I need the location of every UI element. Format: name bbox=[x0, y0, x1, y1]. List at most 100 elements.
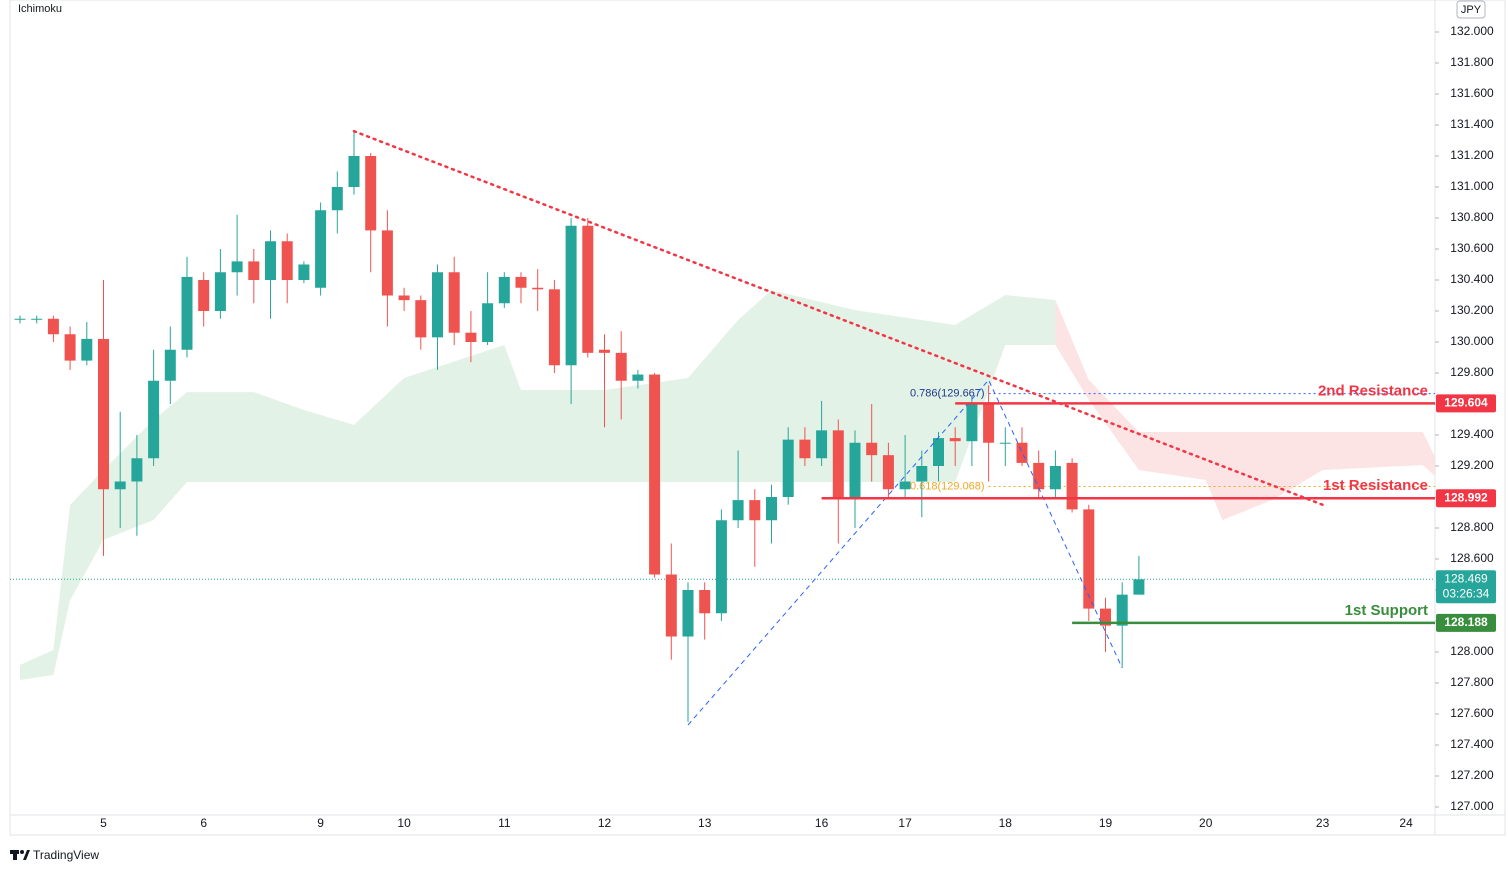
ichimoku-cloud bbox=[20, 290, 1056, 681]
ichimoku-cloud bbox=[1055, 299, 1435, 520]
candle-body bbox=[265, 241, 276, 280]
candle-body bbox=[615, 352, 627, 381]
x-tick-label: 10 bbox=[397, 816, 411, 830]
currency-box[interactable] bbox=[1456, 0, 1486, 19]
brand-logo bbox=[10, 850, 30, 860]
candle-body bbox=[47, 318, 59, 335]
candle-body bbox=[248, 261, 260, 280]
candle-body bbox=[398, 295, 410, 301]
candle-body bbox=[699, 590, 711, 614]
candle-body bbox=[31, 318, 43, 320]
candle-body bbox=[114, 481, 126, 490]
candle-body bbox=[381, 230, 393, 296]
y-tick-label: 127.000 bbox=[1450, 799, 1494, 813]
plot: 0.786(129.667) 0.618(129.068) bbox=[10, 129, 1435, 726]
candle-body bbox=[916, 466, 928, 482]
y-tick-label: 128.600 bbox=[1450, 551, 1494, 565]
y-tick-label: 131.400 bbox=[1450, 117, 1494, 131]
fib-label: 0.786(129.667) bbox=[910, 388, 985, 400]
fib-swing bbox=[687, 379, 1123, 726]
candle-body bbox=[782, 439, 794, 497]
y-tick-label: 130.600 bbox=[1450, 241, 1494, 255]
candle-body bbox=[532, 287, 544, 290]
x-tick-label: 6 bbox=[200, 816, 207, 830]
candle-body bbox=[14, 318, 26, 320]
y-tick-label: 129.800 bbox=[1450, 365, 1494, 379]
candle-body bbox=[1049, 466, 1061, 490]
price-tag-label: 128.992 bbox=[1444, 490, 1488, 504]
brand: TradingView bbox=[33, 848, 99, 862]
candle-body bbox=[64, 334, 76, 361]
trendline bbox=[352, 129, 1324, 506]
y-tick-label: 130.400 bbox=[1450, 272, 1494, 286]
y-tick-label: 128.800 bbox=[1450, 520, 1494, 534]
candle-body bbox=[448, 272, 460, 333]
y-tick-label: 127.400 bbox=[1450, 737, 1494, 751]
candle-body bbox=[164, 349, 176, 381]
candle-body bbox=[732, 500, 744, 521]
candle-body bbox=[665, 574, 677, 637]
level-label: 1st Support bbox=[1345, 602, 1428, 619]
candle-body bbox=[498, 276, 510, 304]
indicator-label: Ichimoku bbox=[18, 3, 62, 15]
price-tag-label: 128.188 bbox=[1444, 615, 1488, 629]
candle-body bbox=[1116, 594, 1128, 626]
x-tick-label: 23 bbox=[1316, 816, 1330, 830]
candle-body bbox=[181, 276, 193, 350]
countdown: 03:26:34 bbox=[1443, 586, 1490, 600]
candle-body bbox=[632, 374, 644, 381]
y-tick-label: 131.600 bbox=[1450, 86, 1494, 100]
candle-body bbox=[315, 210, 327, 288]
y-tick-label: 132.000 bbox=[1450, 24, 1494, 38]
price-tag bbox=[1436, 489, 1496, 508]
y-tick-label: 127.800 bbox=[1450, 675, 1494, 689]
x-tick-label: 19 bbox=[1099, 816, 1113, 830]
frame bbox=[9, 0, 1506, 836]
candle-body bbox=[649, 374, 661, 575]
candle-body bbox=[565, 225, 577, 366]
candle-body bbox=[799, 439, 811, 459]
candle-body bbox=[198, 280, 210, 311]
x-tick-label: 12 bbox=[598, 816, 612, 830]
candle-body bbox=[933, 438, 944, 466]
price-tag bbox=[1436, 394, 1496, 413]
candle-body bbox=[816, 430, 828, 459]
candle-body bbox=[1066, 462, 1078, 510]
candle-body bbox=[365, 156, 377, 231]
candle-body bbox=[999, 442, 1011, 444]
candle-body bbox=[331, 187, 343, 211]
x-tick-label: 18 bbox=[999, 816, 1013, 830]
candle-body bbox=[832, 430, 844, 497]
candle-body bbox=[715, 520, 727, 614]
last-price-label: 128.469 bbox=[1444, 571, 1488, 585]
candle-body bbox=[1033, 462, 1045, 490]
level-label: 1st Resistance bbox=[1323, 477, 1428, 494]
candle-body bbox=[231, 261, 243, 273]
y-tick-label: 128.000 bbox=[1450, 644, 1494, 658]
candle-body bbox=[966, 404, 978, 442]
y-tick-label: 131.200 bbox=[1450, 148, 1494, 162]
x-tick-label: 20 bbox=[1199, 816, 1213, 830]
y-tick-label: 130.000 bbox=[1450, 334, 1494, 348]
candle-body bbox=[749, 500, 761, 521]
level-label: 2nd Resistance bbox=[1318, 382, 1428, 399]
candle-body bbox=[766, 497, 777, 521]
y-tick-label: 131.000 bbox=[1450, 179, 1494, 193]
candle-body bbox=[81, 338, 93, 361]
price-tag-label: 129.604 bbox=[1444, 396, 1488, 410]
candle-body bbox=[949, 438, 961, 442]
candle-body bbox=[849, 442, 861, 497]
currency[interactable]: JPY bbox=[1461, 4, 1482, 16]
candle-body bbox=[599, 349, 610, 353]
x-tick-label: 9 bbox=[317, 816, 324, 830]
y-tick-label: 130.800 bbox=[1450, 210, 1494, 224]
price-tag bbox=[1436, 613, 1496, 632]
candle-body bbox=[1133, 579, 1145, 595]
candle-body bbox=[214, 272, 226, 311]
candle-body bbox=[882, 455, 894, 490]
candle-body bbox=[1083, 509, 1095, 609]
y-tick-label: 129.400 bbox=[1450, 427, 1494, 441]
fib-label: 0.618(129.068) bbox=[910, 480, 985, 492]
